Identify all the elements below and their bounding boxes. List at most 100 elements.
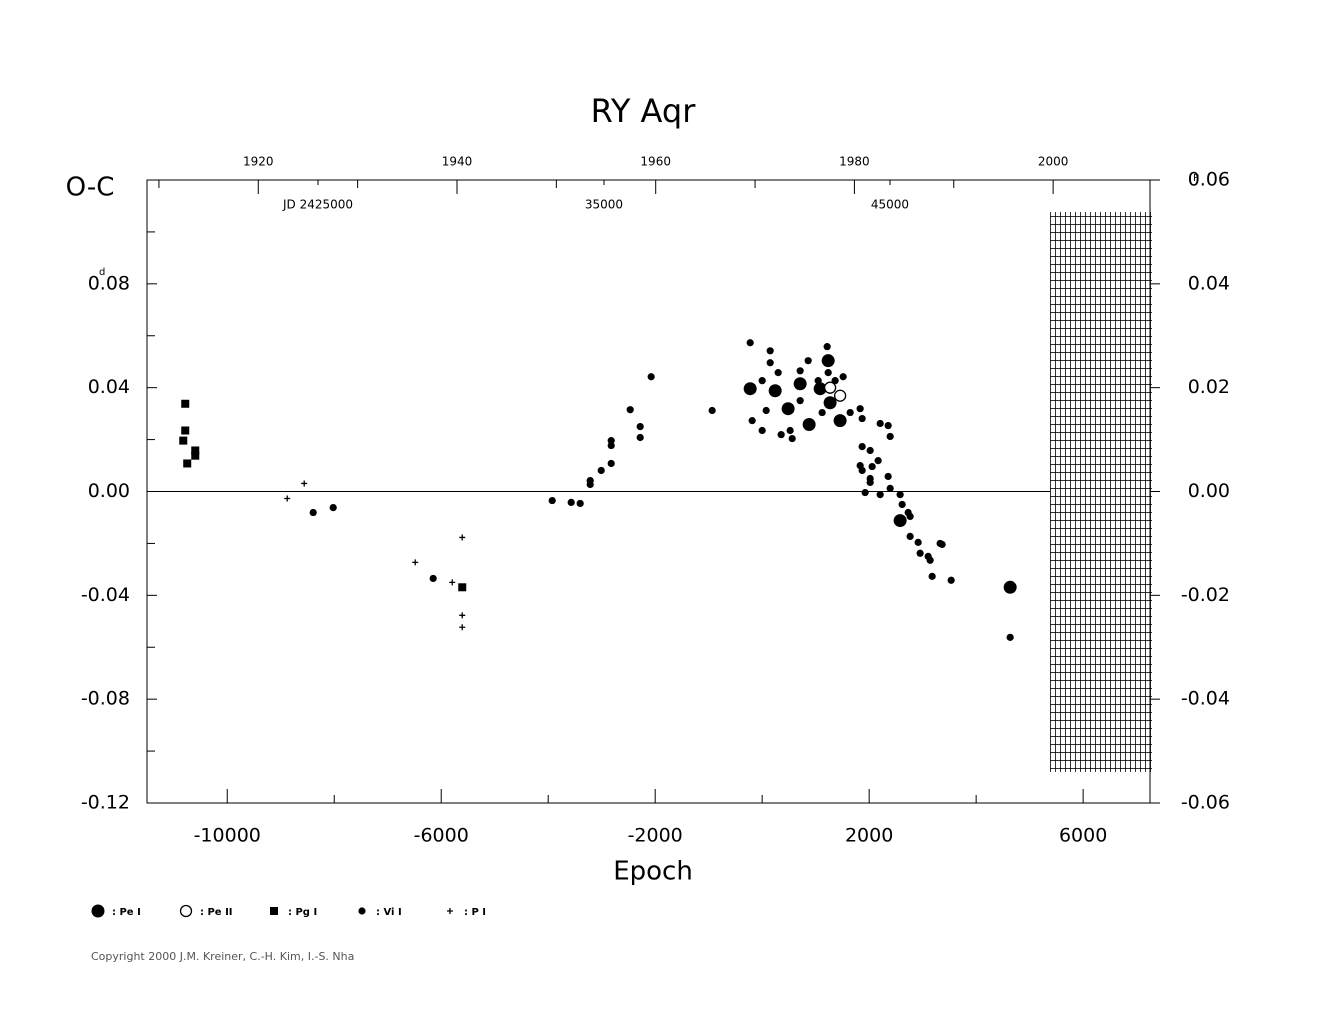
top-tick-label: 1920 — [243, 155, 274, 169]
y2-tick-label: -0.04 — [1181, 688, 1230, 710]
point — [926, 556, 934, 564]
point — [858, 466, 866, 475]
point — [766, 359, 774, 367]
point — [597, 466, 605, 475]
point — [647, 373, 655, 381]
point — [636, 423, 644, 431]
x-tick-label: 2000 — [845, 825, 893, 847]
point — [938, 540, 946, 549]
point — [866, 478, 874, 487]
legend-marker — [179, 904, 193, 918]
legend-label: : Pe I — [112, 907, 141, 918]
point — [813, 382, 827, 396]
x-tick-label: -6000 — [414, 825, 469, 847]
point — [793, 377, 807, 391]
point — [916, 549, 924, 557]
point — [548, 496, 556, 505]
point — [1006, 633, 1014, 641]
legend-label: : P I — [464, 907, 486, 918]
point — [947, 576, 955, 584]
point — [788, 434, 796, 443]
point — [824, 369, 832, 377]
point — [708, 406, 716, 415]
point — [768, 384, 782, 398]
legend-marker — [91, 904, 105, 918]
point — [777, 431, 785, 439]
point — [191, 446, 200, 455]
point — [856, 405, 864, 413]
point — [893, 514, 907, 528]
chart-title: RY Aqr — [591, 92, 697, 130]
y-axis-label: O-C — [66, 173, 115, 203]
legend-marker — [447, 908, 453, 914]
point — [607, 441, 615, 450]
hatch-region — [1050, 212, 1152, 772]
y-tick-label: -0.04 — [81, 584, 130, 606]
point — [861, 488, 869, 497]
point — [886, 432, 894, 441]
top-tick-label: 1940 — [442, 155, 473, 169]
x-tick-label: -10000 — [194, 825, 261, 847]
point — [928, 572, 936, 580]
y-tick-label: 0.08 — [88, 272, 130, 294]
y2-tick-label: 0.04 — [1188, 272, 1230, 294]
point — [329, 503, 337, 512]
top-tick-label: 1960 — [640, 155, 671, 169]
point — [823, 343, 831, 351]
point — [818, 408, 826, 417]
point — [191, 451, 200, 460]
point — [846, 408, 854, 417]
point — [831, 377, 839, 385]
point — [796, 397, 804, 405]
point — [459, 612, 466, 619]
jd-tick-label: 45000 — [871, 198, 909, 212]
point — [309, 508, 317, 517]
legend-marker — [270, 907, 278, 915]
point — [758, 377, 766, 385]
point — [781, 402, 795, 416]
point — [459, 624, 466, 631]
point — [814, 377, 822, 385]
point — [762, 406, 770, 415]
legend-marker — [358, 907, 366, 915]
point — [833, 414, 847, 428]
point — [839, 373, 847, 381]
copyright: Copyright 2000 J.M. Kreiner, C.-H. Kim, … — [91, 950, 354, 963]
point — [179, 436, 188, 445]
point — [886, 484, 894, 492]
y2-tick-label: -0.02 — [1181, 584, 1230, 606]
point — [412, 559, 419, 566]
top-tick-label: 2000 — [1038, 155, 1069, 169]
point — [626, 406, 634, 414]
point — [876, 491, 884, 499]
point — [429, 574, 437, 583]
legend-label: : Pe II — [200, 907, 233, 918]
point — [906, 512, 914, 521]
point — [802, 418, 816, 432]
jd-tick-label: 35000 — [585, 198, 623, 212]
point — [866, 446, 874, 455]
point — [459, 534, 466, 541]
point — [181, 426, 190, 435]
point — [898, 500, 906, 509]
y2-tick-label: 0.06 — [1188, 169, 1230, 191]
point — [1003, 580, 1017, 594]
jd-tick-label: JD 2425000 — [282, 198, 353, 212]
point — [874, 457, 882, 465]
point — [758, 426, 766, 435]
point — [586, 476, 594, 485]
point — [858, 442, 866, 451]
y-tick-label: 0.04 — [88, 376, 130, 398]
top-tick-label: 1980 — [839, 155, 870, 169]
point — [183, 459, 192, 468]
point — [804, 357, 812, 365]
point — [636, 433, 644, 442]
y-tick-label: 0.00 — [88, 480, 130, 502]
point — [786, 426, 794, 435]
point — [774, 369, 782, 377]
point — [858, 414, 866, 423]
point — [301, 480, 308, 487]
point — [458, 583, 467, 592]
y-unit: d — [99, 267, 105, 278]
